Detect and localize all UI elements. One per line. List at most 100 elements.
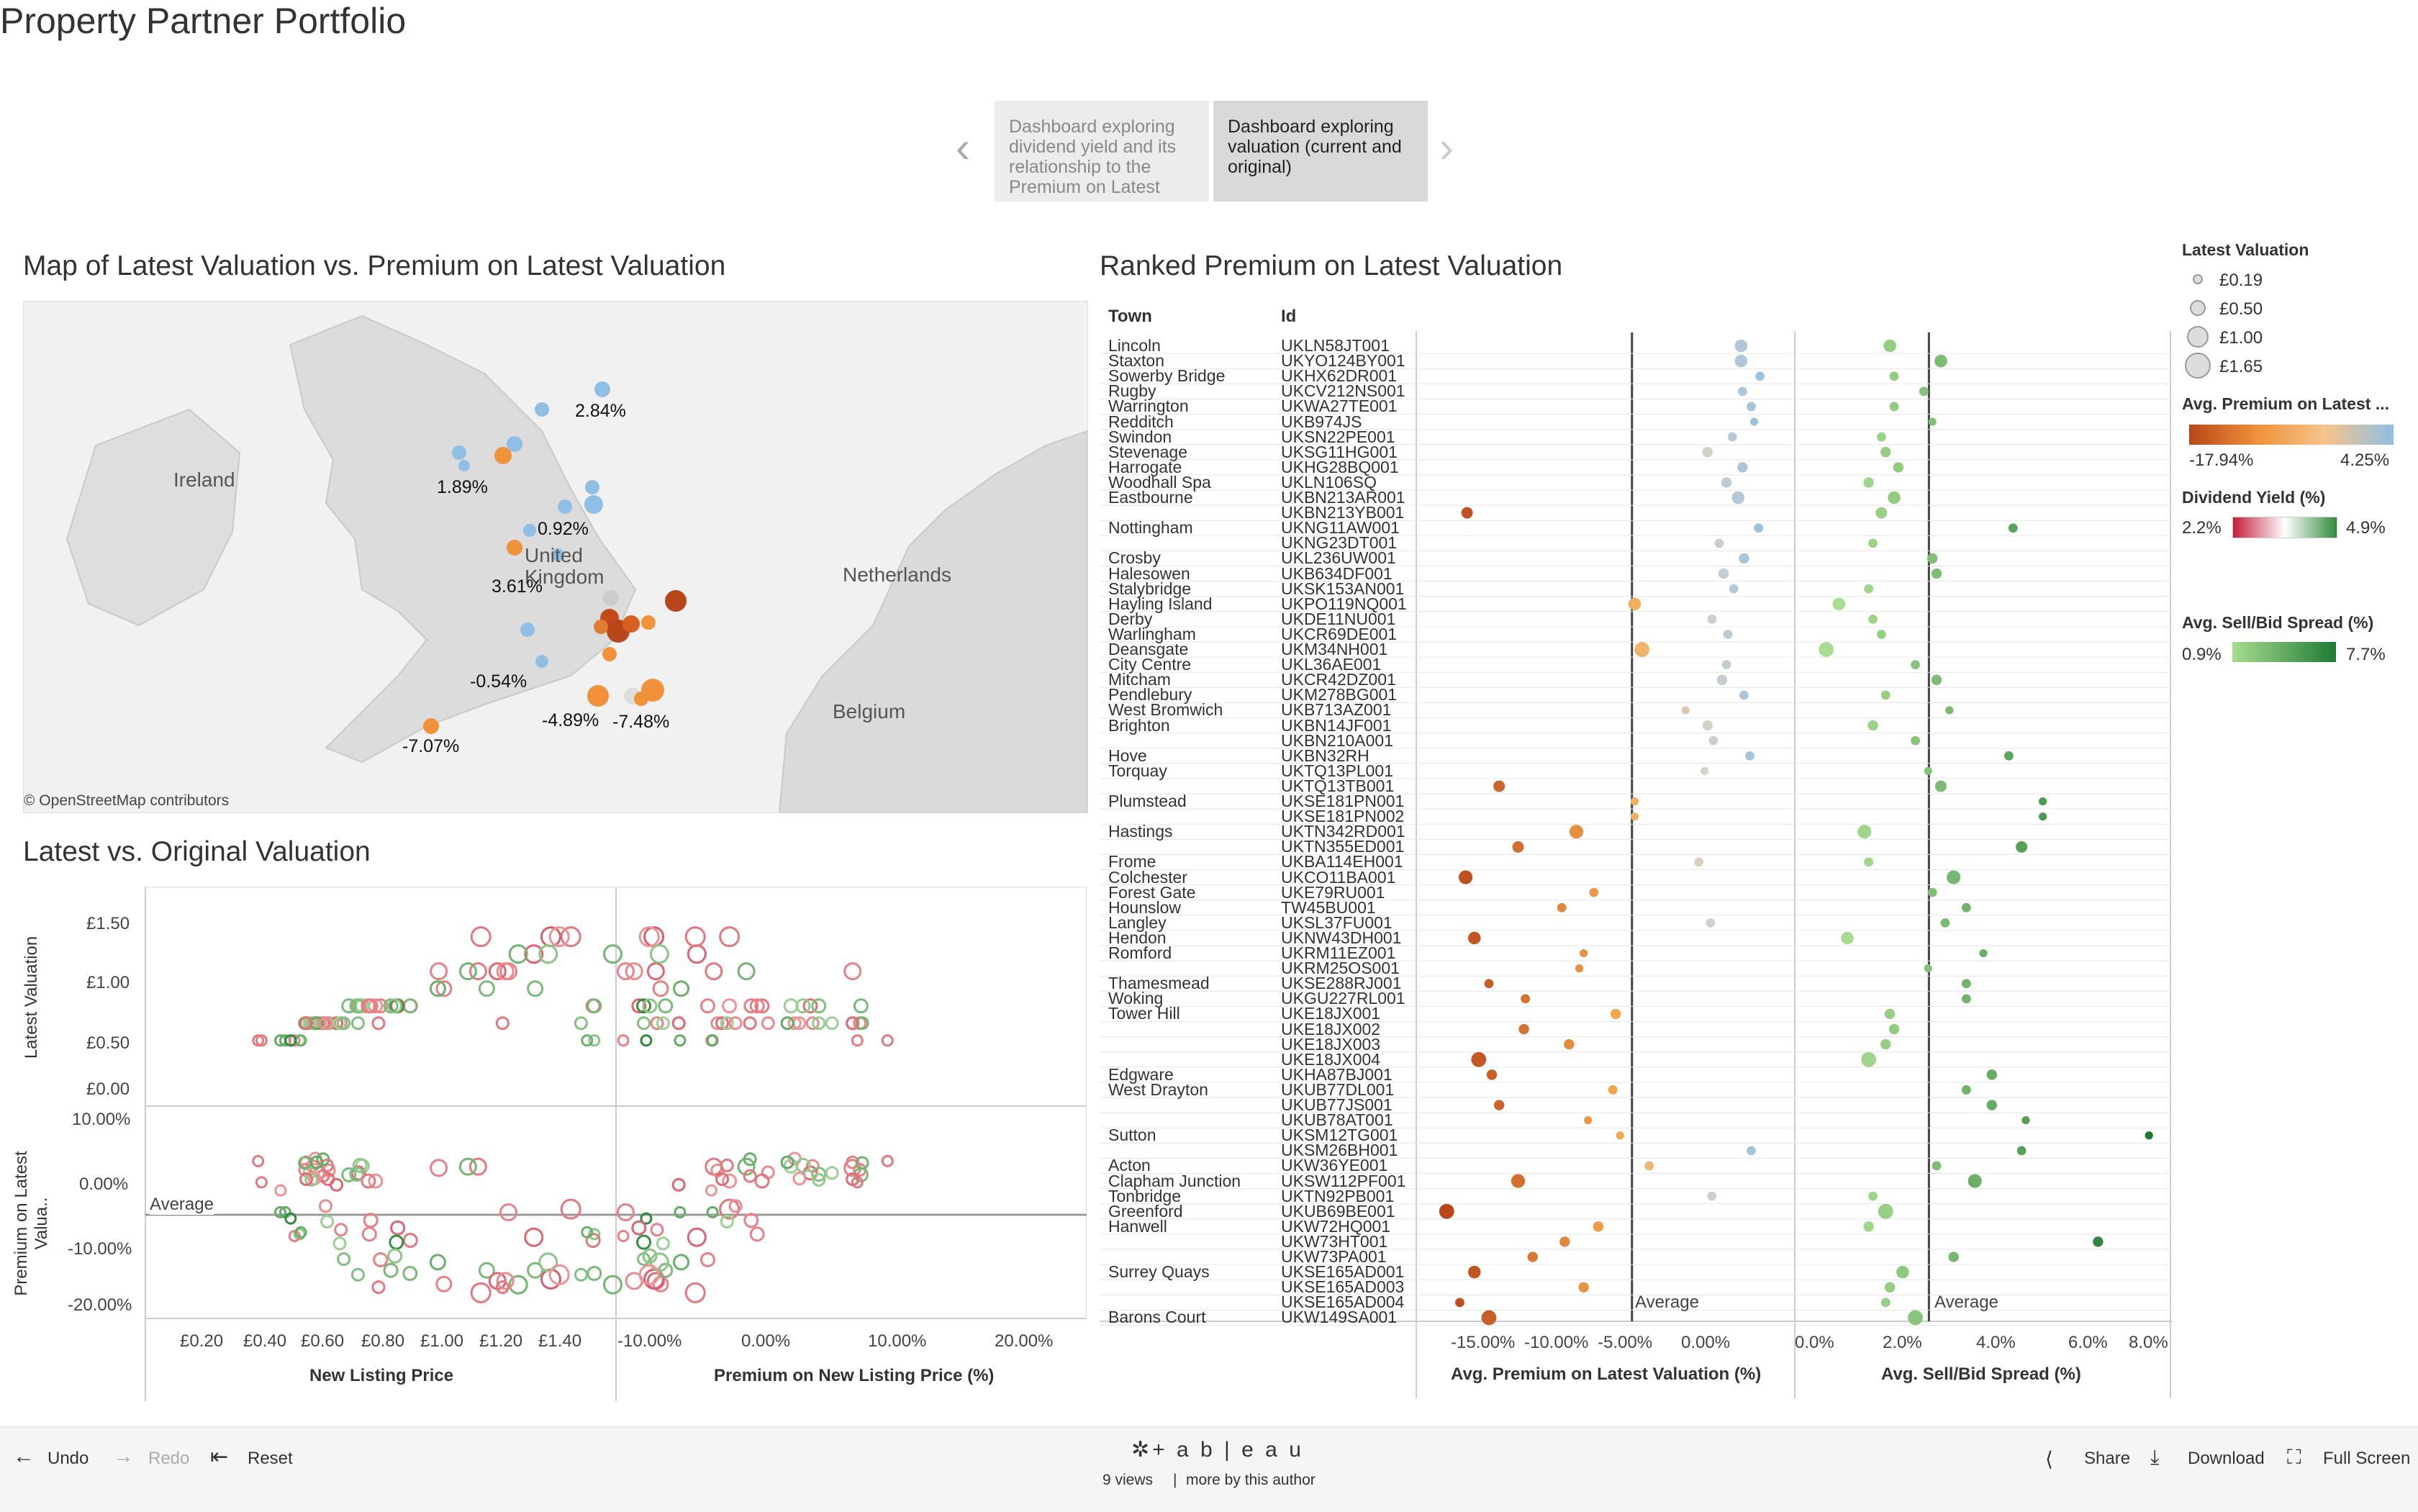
scatter-point <box>478 980 495 997</box>
ranked-panel[interactable]: Town Id Lincoln UKLN58JT001 Staxton UKYO124… <box>1100 301 2172 1402</box>
tableau-logo[interactable]: ✲+ a b | e a u <box>1131 1437 1304 1462</box>
scatter-point <box>710 1016 725 1031</box>
story-prev-arrow[interactable]: ‹ <box>956 123 970 171</box>
row-town: Langley <box>1108 913 1167 932</box>
premium-gradient <box>2189 425 2394 445</box>
story-point-2[interactable]: Dashboard exploring valuation (current a… <box>1213 101 1428 202</box>
row-id: UKW36YE001 <box>1281 1156 1388 1175</box>
row-town: Thamesmead <box>1108 974 1210 993</box>
spread-dot <box>1863 477 1874 488</box>
redo-button[interactable]: Redo <box>148 1449 190 1468</box>
scatter-point <box>371 1016 386 1031</box>
spread-dot <box>1961 979 1971 989</box>
scatter-point <box>881 1154 894 1167</box>
scatter-point <box>687 944 707 964</box>
premium-dot <box>1557 902 1567 913</box>
map-label: -7.48% <box>612 712 670 732</box>
fullscreen-button[interactable]: Full Screen <box>2323 1449 2411 1468</box>
spread-dot <box>1908 1310 1923 1326</box>
views-count: 9 views <box>1102 1472 1154 1488</box>
story-point-1[interactable]: Dashboard exploring dividend yield and i… <box>995 101 1209 202</box>
scatter-point <box>538 944 558 964</box>
scatter-point <box>587 998 602 1014</box>
y1-tick: £1.00 <box>86 973 130 992</box>
fullscreen-icon[interactable]: ⛶ <box>2287 1446 2301 1468</box>
legend-panel: Latest Valuation £0.19 £0.50 £1.00 £1.65… <box>2182 237 2412 669</box>
scatter-point <box>706 1034 719 1047</box>
premium-dot <box>1512 841 1524 853</box>
spread-dot <box>1928 417 1937 426</box>
scatter-point <box>792 1172 807 1186</box>
redo-icon[interactable]: → <box>112 1444 134 1468</box>
scatter-point <box>371 1280 386 1295</box>
row-town: Hayling Island <box>1108 594 1213 613</box>
undo-icon[interactable]: ← <box>13 1444 35 1468</box>
more-by-author-link[interactable]: more by this author <box>1186 1472 1316 1488</box>
legend-premium-title: Avg. Premium on Latest ... <box>2182 394 2389 413</box>
page-title: Property Partner Portfolio <box>0 1 407 41</box>
undo-button[interactable]: Undo <box>47 1449 89 1468</box>
row-id: UKLN106SQ <box>1281 472 1377 492</box>
scatter-point <box>350 1267 365 1282</box>
spread-dot <box>2004 751 2014 761</box>
x2-tick: 10.00% <box>868 1331 927 1351</box>
map-attribution: © OpenStreetMap contributors <box>24 792 230 809</box>
scatter-point <box>811 998 827 1014</box>
scatter-point <box>687 1227 707 1247</box>
row-id: UKGU227RL001 <box>1281 989 1405 1008</box>
story-next-arrow[interactable]: › <box>1439 123 1454 171</box>
scatter-point <box>722 1173 738 1189</box>
spread-dot <box>1896 1265 1909 1279</box>
row-id: UKTN355ED001 <box>1281 837 1405 856</box>
reset-button[interactable]: Reset <box>248 1449 293 1468</box>
scatter-point <box>699 998 715 1014</box>
row-id: UKPO119NQ001 <box>1281 594 1407 613</box>
reset-icon[interactable]: ⇤ <box>210 1445 229 1469</box>
scatter-point <box>649 944 669 964</box>
spread-dot <box>1876 630 1886 639</box>
scatter-point <box>722 998 738 1014</box>
premium-dot <box>1723 630 1733 639</box>
map-panel[interactable]: Ireland United Kingdom Netherlands Belgi… <box>23 301 1088 813</box>
scatter-point <box>631 1220 647 1236</box>
share-button[interactable]: Share <box>2084 1449 2131 1468</box>
premium-dot <box>1575 964 1584 973</box>
row-id: UKCR69DE001 <box>1281 624 1398 643</box>
spread-dot <box>1911 660 1920 670</box>
spread-dot <box>1947 870 1961 884</box>
scatter-point <box>795 998 811 1014</box>
row-town: Harrogate <box>1108 457 1182 476</box>
spread-dot <box>1884 1282 1896 1293</box>
row-id: UKRM11EZ001 <box>1281 943 1396 962</box>
share-icon[interactable]: ⟨ <box>2045 1448 2053 1470</box>
premium-dot <box>1580 949 1588 958</box>
premium-dot <box>1521 994 1531 1004</box>
download-button[interactable]: Download <box>2188 1449 2265 1468</box>
scatter-point <box>284 1212 297 1225</box>
row-id: UKSE165AD004 <box>1281 1293 1405 1312</box>
scatter-point <box>658 998 674 1014</box>
map-label: 2.84% <box>575 401 626 421</box>
views-separator: | <box>1173 1472 1177 1488</box>
size-legend-label: £1.65 <box>2219 357 2263 376</box>
download-icon[interactable]: ⤓ <box>2150 1446 2160 1468</box>
y2-tick: -20.00% <box>68 1295 132 1315</box>
spread-dot <box>1986 1100 1998 1110</box>
spread-dot <box>1889 402 1899 412</box>
scatter-point <box>341 1167 357 1182</box>
row-id: UKSN22PE001 <box>1281 427 1395 446</box>
row-town: Pendlebury <box>1108 685 1192 705</box>
scatter-point <box>560 926 581 948</box>
spread-dot <box>2021 1116 2030 1125</box>
premium-dot <box>1754 523 1764 533</box>
scatter-point <box>720 1215 734 1229</box>
row-id: UKM278BG001 <box>1281 685 1398 705</box>
scatter-panel[interactable]: Latest Valuation Premium on Latest Valua… <box>12 886 1087 1401</box>
x1-tick: £0.40 <box>243 1331 287 1351</box>
scatter-point <box>795 1157 811 1173</box>
row-town: Mitcham <box>1108 670 1171 689</box>
row-id: UKM34NH001 <box>1281 640 1388 658</box>
row-town: Hastings <box>1108 822 1173 841</box>
scatter-point <box>674 1206 687 1218</box>
spread-dot <box>1889 371 1899 381</box>
